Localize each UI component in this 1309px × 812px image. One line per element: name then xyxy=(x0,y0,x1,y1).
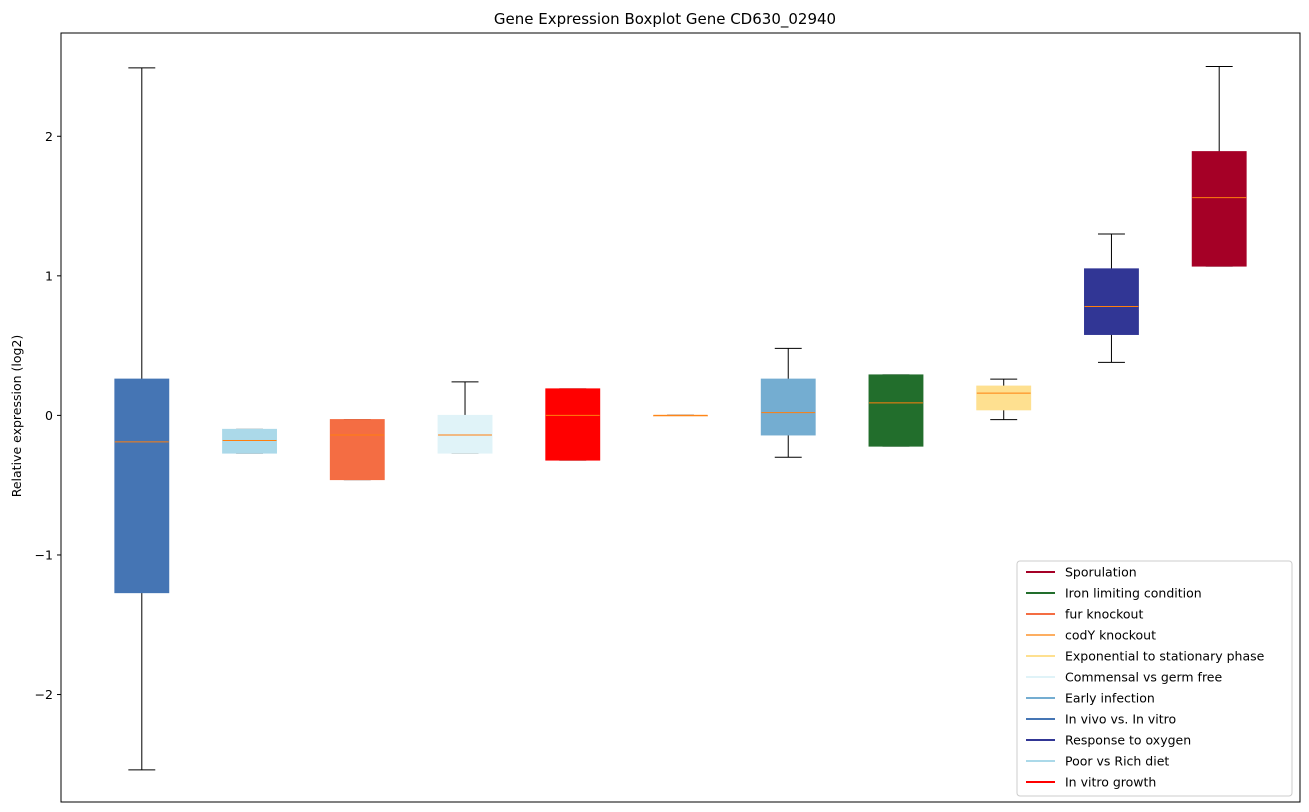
box xyxy=(1191,151,1247,267)
box-group xyxy=(653,414,708,417)
box xyxy=(437,414,493,454)
boxes-layer xyxy=(114,65,1247,771)
legend-frame xyxy=(1016,560,1293,797)
legend-item: codY knockout xyxy=(1026,628,1156,643)
box-group xyxy=(1084,233,1139,363)
y-tick-label: −1 xyxy=(35,547,53,562)
box-group xyxy=(976,378,1032,421)
box-group xyxy=(760,347,816,458)
legend-item: Commensal vs germ free xyxy=(1026,670,1222,685)
legend-label: Sporulation xyxy=(1065,565,1137,580)
box-group xyxy=(545,388,601,461)
legend: Sporulation Iron limiting condition fur kn… xyxy=(1016,560,1293,797)
box xyxy=(1084,268,1139,335)
legend-label: In vitro growth xyxy=(1065,775,1156,790)
box-group xyxy=(114,67,170,771)
legend-item: In vitro growth xyxy=(1026,775,1156,790)
legend-label: codY knockout xyxy=(1065,628,1156,643)
y-axis-ticks: −2 −1 0 1 2 xyxy=(35,129,61,702)
plot-frame xyxy=(60,32,1301,803)
legend-item: fur knockout xyxy=(1026,607,1143,622)
box xyxy=(545,388,601,461)
box-group xyxy=(1191,65,1247,267)
box xyxy=(222,428,277,454)
legend-label: Iron limiting condition xyxy=(1065,586,1202,601)
legend-item: In vivo vs. In vitro xyxy=(1026,712,1176,727)
box-group xyxy=(329,419,385,481)
box-group xyxy=(868,374,924,447)
legend-item: Response to oxygen xyxy=(1026,733,1191,748)
legend-item: Exponential to stationary phase xyxy=(1026,649,1265,664)
chart-title: Gene Expression Boxplot Gene CD630_02940 xyxy=(494,10,836,29)
box-group xyxy=(222,428,277,454)
legend-item: Iron limiting condition xyxy=(1026,586,1202,601)
legend-label: In vivo vs. In vitro xyxy=(1065,712,1176,727)
y-tick-label: −2 xyxy=(35,687,53,702)
box xyxy=(329,419,385,481)
legend-label: Poor vs Rich diet xyxy=(1065,754,1169,769)
legend-label: Exponential to stationary phase xyxy=(1065,649,1265,664)
y-tick-label: 0 xyxy=(45,408,53,423)
legend-item: Sporulation xyxy=(1026,565,1137,580)
box xyxy=(760,378,816,436)
y-axis-label: Relative expression (log2) xyxy=(9,335,24,498)
legend-label: Early infection xyxy=(1065,691,1155,706)
legend-item: Early infection xyxy=(1026,691,1155,706)
box xyxy=(868,374,924,447)
y-tick-label: 2 xyxy=(45,129,53,144)
legend-label: Response to oxygen xyxy=(1065,733,1191,748)
legend-item: Poor vs Rich diet xyxy=(1026,754,1169,769)
box xyxy=(976,385,1032,411)
legend-label: fur knockout xyxy=(1065,607,1143,622)
legend-label: Commensal vs germ free xyxy=(1065,670,1222,685)
y-tick-label: 1 xyxy=(45,268,53,283)
box xyxy=(114,378,170,594)
box-group xyxy=(437,381,493,454)
